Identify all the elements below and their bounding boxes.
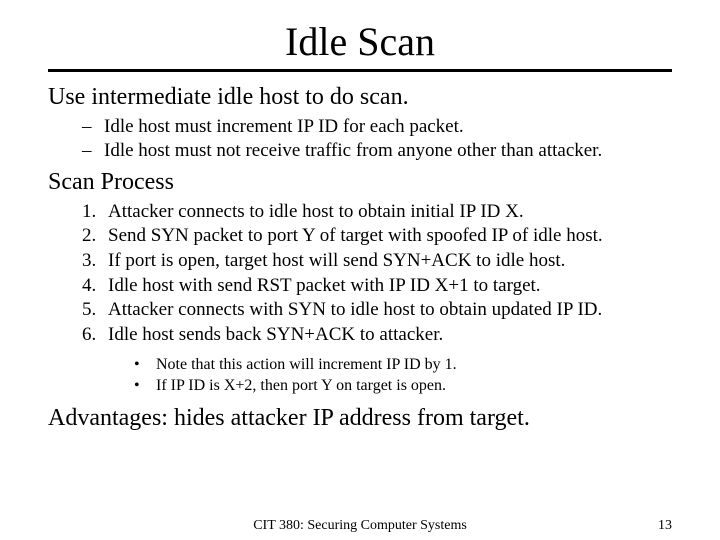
step: 5.Attacker connects with SYN to idle hos… xyxy=(82,298,672,323)
footer-center: CIT 380: Securing Computer Systems xyxy=(0,518,720,534)
title-rule xyxy=(48,69,672,72)
step-number: 2. xyxy=(82,224,108,249)
step-text: Attacker connects with SYN to idle host … xyxy=(108,298,602,323)
intro-point: Idle host must not receive traffic from … xyxy=(82,139,672,163)
slide-title: Idle Scan xyxy=(48,18,672,65)
step-number: 1. xyxy=(82,200,108,225)
step-number: 6. xyxy=(82,323,108,348)
notes-list: Note that this action will increment IP … xyxy=(128,354,672,397)
intro-points: Idle host must increment IP ID for each … xyxy=(82,115,672,163)
step: 2.Send SYN packet to port Y of target wi… xyxy=(82,224,672,249)
step-text: Idle host sends back SYN+ACK to attacker… xyxy=(108,323,443,348)
step-text: Attacker connects to idle host to obtain… xyxy=(108,200,524,225)
advantages-line: Advantages: hides attacker IP address fr… xyxy=(48,405,672,432)
intro-point: Idle host must increment IP ID for each … xyxy=(82,115,672,139)
slide: Idle Scan Use intermediate idle host to … xyxy=(0,0,720,540)
step-number: 5. xyxy=(82,298,108,323)
step: 1.Attacker connects to idle host to obta… xyxy=(82,200,672,225)
step: 4.Idle host with send RST packet with IP… xyxy=(82,274,672,299)
step: 3.If port is open, target host will send… xyxy=(82,249,672,274)
slide-number: 13 xyxy=(658,518,672,534)
step-number: 3. xyxy=(82,249,108,274)
step-text: Idle host with send RST packet with IP I… xyxy=(108,274,541,299)
process-steps: 1.Attacker connects to idle host to obta… xyxy=(82,200,672,348)
process-heading: Scan Process xyxy=(48,169,672,196)
step-text: If port is open, target host will send S… xyxy=(108,249,565,274)
intro-line: Use intermediate idle host to do scan. xyxy=(48,84,672,111)
step-text: Send SYN packet to port Y of target with… xyxy=(108,224,603,249)
note-item: If IP ID is X+2, then port Y on target i… xyxy=(128,375,672,397)
note-item: Note that this action will increment IP … xyxy=(128,354,672,376)
step-number: 4. xyxy=(82,274,108,299)
step: 6.Idle host sends back SYN+ACK to attack… xyxy=(82,323,672,348)
